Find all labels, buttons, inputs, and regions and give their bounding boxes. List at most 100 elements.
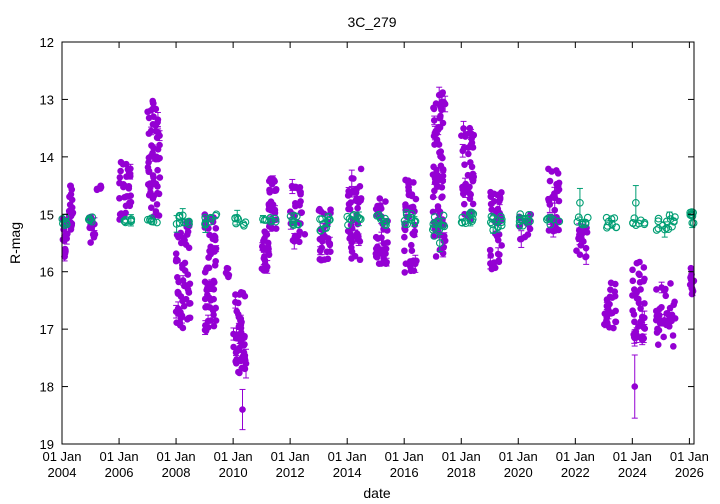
data-point [469,170,477,178]
data-point [457,218,466,227]
data-point [461,161,468,168]
data-points [58,86,698,431]
data-point [631,383,639,390]
data-point [262,231,270,239]
data-point [186,300,193,307]
data-point [234,299,242,307]
x-tick-year: 2014 [333,465,362,480]
data-point [61,245,69,253]
data-point [259,246,267,253]
data-point [551,190,558,197]
data-point [147,217,156,225]
data-point [154,166,161,174]
data-point [611,292,619,300]
data-point [488,220,497,228]
x-tick-label: 01 Jan [42,449,81,464]
data-point [401,269,409,276]
data-point [186,280,194,288]
data-point [629,266,636,274]
data-point [497,221,506,230]
data-point [486,246,494,254]
data-point [637,286,644,293]
data-point [238,318,245,326]
data-point [348,174,356,182]
data-point [654,217,663,226]
data-point [147,152,155,160]
data-point [66,182,74,190]
x-tick-year: 2012 [276,465,305,480]
chart-title: 3C_279 [347,14,396,30]
data-point [239,220,248,228]
data-point [671,298,678,306]
x-tick-label: 01 Jan [385,449,424,464]
data-point [149,105,157,113]
data-point [382,260,390,267]
data-point [206,247,213,255]
data-point [172,250,180,257]
data-point [377,260,385,267]
data-point [576,251,584,258]
data-point [576,198,584,207]
x-tick-label: 01 Jan [613,449,652,464]
data-point [498,242,505,249]
data-point [292,199,299,207]
data-point [666,304,674,312]
data-point [667,280,674,287]
data-point [630,214,639,223]
data-point [348,225,356,232]
data-point [430,117,438,124]
data-point [296,238,303,246]
x-tick-label: 01 Jan [670,449,709,464]
data-point [469,144,477,151]
y-tick-label: 13 [40,92,54,107]
data-point [607,286,614,293]
data-point [662,292,670,300]
data-point [181,282,188,290]
data-point [431,187,438,195]
data-point [671,213,679,221]
data-point [434,203,442,210]
data-point [487,193,495,200]
data-point [653,312,661,320]
data-point [435,239,444,247]
data-point [153,153,160,161]
data-point [460,125,467,132]
data-point [316,226,325,235]
data-point [652,226,661,234]
x-tick-year: 2004 [48,465,77,480]
data-point [222,269,230,277]
y-tick-label: 17 [40,322,54,337]
data-point [289,183,296,191]
data-point [405,183,412,191]
data-point [145,168,153,176]
data-point [289,220,297,228]
data-point [202,303,209,311]
data-point [526,217,534,226]
data-point [87,239,94,246]
data-point [120,183,127,191]
data-point [154,129,162,136]
data-point [155,212,163,219]
data-point [267,207,275,214]
data-point [147,204,155,212]
y-tick-label: 15 [40,207,54,222]
data-point [152,180,160,187]
data-point [461,217,469,226]
x-tick-label: 01 Jan [214,449,253,464]
data-point [207,297,215,304]
data-point [345,214,354,223]
data-point [234,215,243,223]
data-point [488,265,496,273]
y-tick-label: 18 [40,380,54,395]
data-point [612,318,620,326]
data-point [68,196,76,204]
data-point [345,187,352,195]
data-point [488,215,497,223]
data-point [461,181,469,189]
data-point [382,250,389,258]
data-point [603,317,610,325]
data-point [641,275,648,283]
data-point [439,89,447,96]
data-point [578,219,586,228]
